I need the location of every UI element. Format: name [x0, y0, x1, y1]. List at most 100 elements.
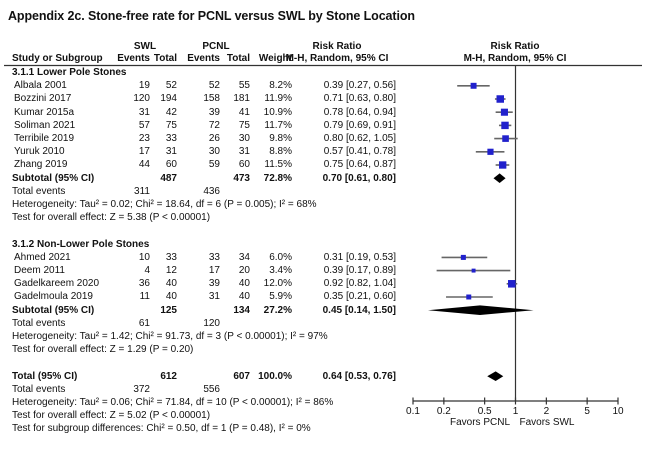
total-events-swl-value: 372	[133, 383, 150, 395]
effect-square	[471, 268, 476, 273]
swl-total-value: 612	[160, 370, 177, 382]
weight-value: 9.8%	[269, 133, 292, 144]
statistics-note: Heterogeneity: Tau² = 0.06; Chi² = 71.84…	[12, 397, 334, 408]
study-name: Albala 2001	[14, 80, 67, 92]
risk-ratio-ci-value: 0.39 [0.17, 0.89]	[323, 265, 396, 276]
pooled-label: Subtotal (95% CI)	[12, 304, 95, 316]
pcnl-total-value: 607	[233, 370, 250, 382]
statistics-note: Test for overall effect: Z = 1.29 (P = 0…	[12, 344, 194, 356]
col-weight: Weight	[258, 53, 292, 64]
effect-square	[508, 280, 516, 288]
pcnl-events-value: 39	[208, 106, 220, 118]
swl-events-value: 4	[144, 265, 150, 276]
x-axis-tick-label: 1	[513, 406, 519, 417]
statistics-note: Heterogeneity: Tau² = 0.02; Chi² = 18.64…	[12, 199, 317, 210]
pooled-diamond	[427, 305, 534, 315]
weight-value: 100.0%	[258, 370, 292, 382]
pcnl-events-value: 26	[208, 133, 220, 144]
effect-square	[470, 82, 477, 89]
pcnl-total-value: 181	[233, 93, 250, 105]
weight-value: 11.7%	[264, 119, 292, 131]
col-pcnl-total: Total	[226, 53, 250, 64]
weight-value: 8.8%	[269, 146, 292, 158]
study-name: Deem 2011	[14, 265, 65, 276]
swl-total-value: 52	[165, 80, 177, 92]
swl-events-value: 120	[133, 93, 150, 105]
weight-value: 72.8%	[263, 172, 292, 184]
swl-total-value: 31	[165, 146, 177, 158]
effect-square	[460, 254, 466, 260]
risk-ratio-ci-value: 0.31 [0.19, 0.53]	[323, 251, 396, 263]
weight-value: 11.9%	[264, 93, 292, 105]
study-name: Yuruk 2010	[14, 146, 65, 158]
x-axis-tick-label: 2	[544, 406, 550, 417]
statistics-note: Test for subgroup differences: Chi² = 0.…	[12, 423, 311, 435]
weight-value: 8.2%	[269, 80, 292, 92]
x-axis-tick-label: 0.2	[437, 406, 451, 417]
swl-events-value: 31	[138, 106, 150, 118]
pcnl-total-value: 40	[238, 291, 250, 303]
swl-total-value: 487	[160, 172, 177, 184]
effect-square	[502, 135, 509, 142]
swl-events-value: 36	[138, 278, 150, 290]
swl-total-value: 33	[165, 251, 177, 263]
subgroup-header: 3.1.2 Non-Lower Pole Stones	[12, 238, 150, 250]
col-pcnl-events: Events	[187, 53, 220, 64]
study-name: Gadelkareem 2020	[14, 278, 100, 290]
swl-events-value: 17	[138, 146, 150, 158]
favors-pcnl-label: Favors PCNL	[449, 417, 510, 428]
pcnl-total-value: 20	[238, 265, 250, 276]
risk-ratio-ci-value: 0.79 [0.69, 0.91]	[323, 119, 396, 131]
pooled-diamond	[487, 371, 504, 381]
risk-ratio-ci-value: 0.64 [0.53, 0.76]	[322, 370, 396, 382]
pcnl-events-value: 33	[208, 251, 220, 263]
effect-square	[499, 161, 507, 169]
total-events-label: Total events	[12, 317, 66, 329]
effect-square	[496, 95, 505, 103]
total-events-swl-value: 311	[134, 185, 150, 197]
risk-ratio-ci-value: 0.78 [0.64, 0.94]	[323, 106, 396, 118]
pcnl-total-value: 55	[238, 80, 250, 92]
weight-value: 5.9%	[269, 291, 292, 303]
pcnl-total-value: 41	[238, 106, 250, 118]
risk-ratio-ci-value: 0.71 [0.63, 0.80]	[323, 93, 396, 105]
pcnl-events-value: 17	[208, 265, 220, 276]
pcnl-events-value: 52	[208, 80, 220, 92]
col-group-pcnl: PCNL	[202, 41, 230, 52]
statistics-note: Test for overall effect: Z = 5.02 (P < 0…	[12, 410, 211, 422]
col-swl-events: Events	[117, 53, 150, 64]
col-mh-left: M-H, Random, 95% CI	[285, 53, 389, 64]
pooled-label: Total (95% CI)	[12, 370, 78, 382]
swl-total-value: 40	[165, 291, 177, 303]
swl-events-value: 23	[138, 133, 150, 144]
swl-total-value: 75	[165, 119, 177, 131]
col-risk-ratio-right: Risk Ratio	[490, 41, 540, 52]
subgroup-header: 3.1.1 Lower Pole Stones	[12, 67, 127, 78]
study-name: Ahmed 2021	[14, 251, 71, 263]
effect-square	[466, 294, 472, 300]
pcnl-events-value: 30	[208, 146, 220, 158]
pcnl-events-value: 158	[203, 93, 220, 105]
weight-value: 10.9%	[263, 106, 292, 118]
weight-value: 3.4%	[269, 265, 292, 276]
study-name: Gadelmoula 2019	[14, 291, 93, 303]
risk-ratio-ci-value: 0.57 [0.41, 0.78]	[323, 146, 396, 158]
total-events-pcnl-value: 556	[203, 383, 220, 395]
statistics-note: Heterogeneity: Tau² = 1.42; Chi² = 91.73…	[12, 331, 328, 342]
pcnl-total-value: 30	[238, 133, 250, 144]
x-axis-tick-label: 5	[584, 406, 590, 417]
effect-square	[501, 121, 509, 130]
x-axis-tick-label: 10	[612, 406, 624, 417]
x-axis-tick-label: 0.1	[406, 406, 420, 417]
col-study: Study or Subgroup	[12, 53, 103, 64]
risk-ratio-ci-value: 0.80 [0.62, 1.05]	[323, 133, 396, 144]
risk-ratio-ci-value: 0.45 [0.14, 1.50]	[322, 304, 396, 316]
risk-ratio-ci-value: 0.35 [0.21, 0.60]	[323, 291, 396, 303]
total-events-label: Total events	[12, 383, 66, 395]
weight-value: 6.0%	[269, 251, 292, 263]
effect-square	[487, 148, 494, 155]
swl-total-value: 40	[165, 278, 177, 290]
